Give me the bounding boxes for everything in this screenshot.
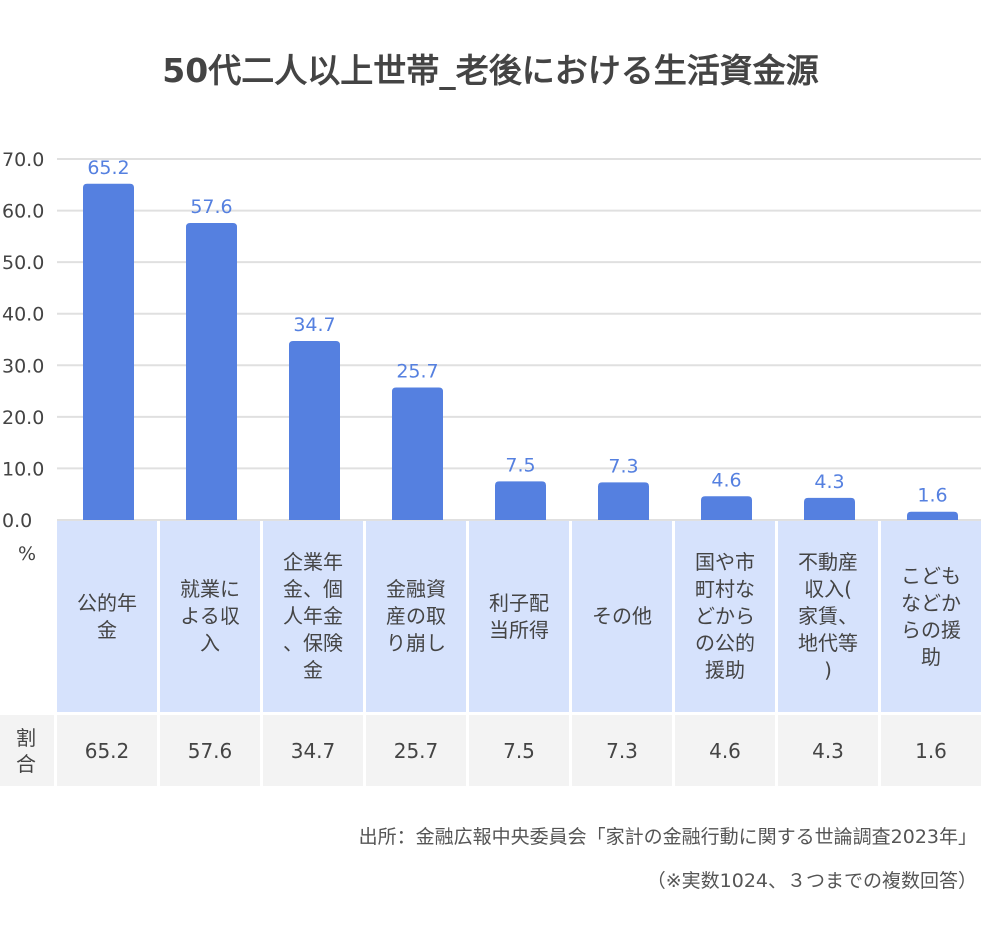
y-tick-label: 70.0	[2, 149, 44, 171]
y-tick-label: 40.0	[2, 304, 44, 326]
value-cell: 7.3	[572, 715, 672, 786]
value-cell: 25.7	[366, 715, 466, 786]
category-label: こどもなどからの援助	[901, 563, 961, 669]
bar	[598, 482, 649, 520]
y-tick-label: 10.0	[2, 458, 44, 480]
category-header: 金融資産の取り崩し	[366, 521, 466, 712]
data-label: 1.6	[917, 485, 947, 507]
category-header: 国や市町村などからの公的援助	[675, 521, 775, 712]
y-tick-label: 60.0	[2, 201, 44, 223]
data-label: 7.5	[505, 454, 535, 476]
bar-chart: 0.0 10.0 20.0 30.0 40.0 50.0 60.0 70.0 65.2 57.6 3…	[2, 149, 981, 531]
bar	[289, 341, 340, 520]
data-label: 25.7	[396, 360, 438, 382]
chart-title: 50代二人以上世帯_老後における生活資金源	[162, 51, 819, 90]
category-header: その他	[572, 521, 672, 712]
category-header: 公的年金	[57, 521, 157, 712]
category-label: 公的年金	[77, 590, 137, 642]
bar	[804, 497, 855, 520]
y-tick-label: 20.0	[2, 407, 44, 429]
bar	[701, 496, 752, 520]
value-cell: 7.5	[469, 715, 569, 786]
category-label: 就業による収入	[180, 577, 240, 655]
data-label: 7.3	[608, 455, 638, 477]
bar	[83, 183, 134, 521]
y-tick-label: 30.0	[2, 355, 44, 377]
category-header: 不動産収入(家賃、地代等)	[778, 521, 878, 712]
category-label: 企業年金、個人年金、保険金	[283, 550, 343, 682]
bar	[392, 387, 443, 520]
value-cell: 34.7	[263, 715, 363, 786]
bar	[495, 481, 546, 520]
sample-note: （※実数1024、３つまでの複数回答）	[646, 870, 977, 892]
bar	[907, 511, 958, 520]
value-cell: 4.3	[778, 715, 878, 786]
row-header: 割合	[0, 715, 54, 786]
category-label: 不動産収入(家賃、地代等)	[798, 550, 858, 682]
y-tick-label: 50.0	[2, 252, 44, 274]
data-label: 4.6	[711, 469, 741, 491]
value-cell: 1.6	[881, 715, 981, 786]
data-label: 57.6	[190, 196, 232, 218]
data-label: 65.2	[87, 157, 129, 179]
value-cell: 57.6	[160, 715, 260, 786]
category-header: 就業による収入	[160, 521, 260, 712]
category-label: その他	[592, 604, 652, 628]
category-header: こどもなどからの援助	[881, 521, 981, 712]
category-label: 金融資産の取り崩し	[386, 577, 446, 655]
data-label: 34.7	[293, 314, 335, 336]
source-note: 出所：金融広報中央委員会「家計の金融行動に関する世論調査2023年」	[358, 826, 977, 848]
category-label: 国や市町村などからの公的援助	[695, 550, 755, 682]
value-cell: 4.6	[675, 715, 775, 786]
row-header-label: 割合	[16, 725, 36, 776]
category-header: 企業年金、個人年金、保険金	[263, 521, 363, 712]
y-axis-unit: %	[18, 543, 37, 565]
category-label: 利子配当所得	[489, 590, 549, 642]
data-label: 4.3	[814, 471, 844, 493]
category-header: 利子配当所得	[469, 521, 569, 712]
value-cell: 65.2	[57, 715, 157, 786]
bar	[186, 222, 237, 520]
y-tick-label: 0.0	[2, 510, 32, 531]
